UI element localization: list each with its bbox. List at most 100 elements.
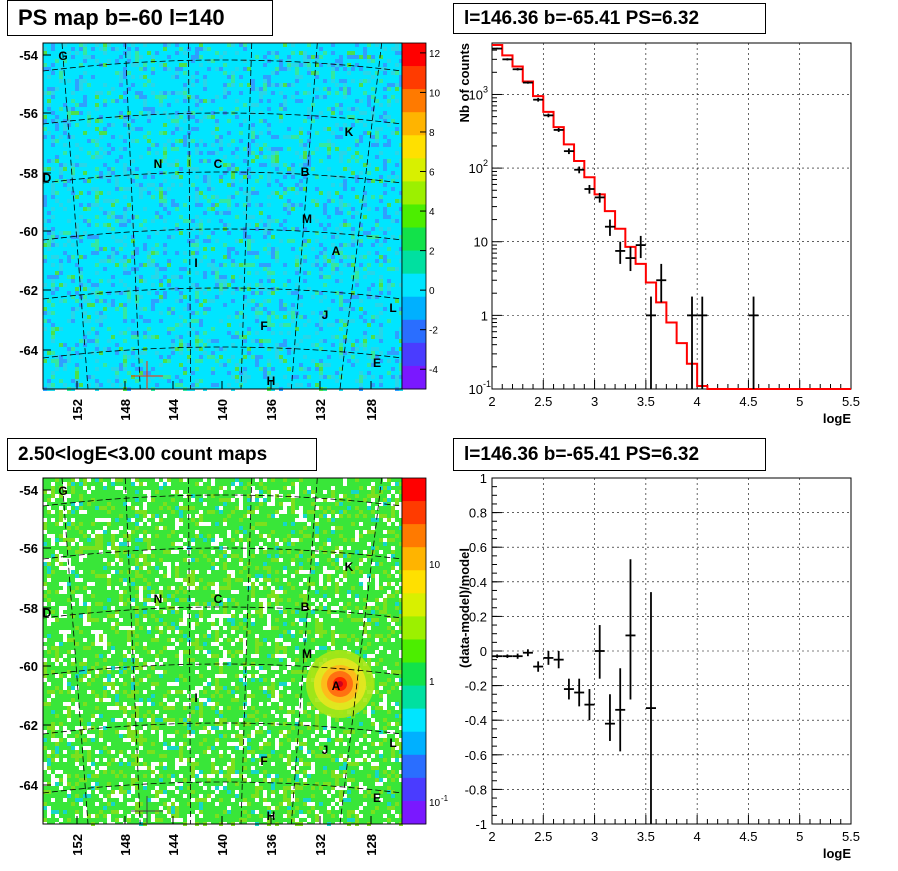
- map-pixel: [259, 211, 263, 215]
- map-pixel: [323, 570, 327, 574]
- map-pixel: [359, 315, 363, 319]
- map-pixel: [347, 339, 351, 343]
- map-pixel: [67, 538, 71, 542]
- map-pixel: [155, 670, 159, 674]
- map-pixel: [123, 359, 127, 363]
- map-pixel: [375, 223, 379, 227]
- map-pixel: [199, 303, 203, 307]
- map-pixel: [299, 570, 303, 574]
- map-pixel: [267, 291, 271, 295]
- map-pixel: [143, 678, 147, 682]
- map-pixel: [183, 762, 187, 766]
- map-pixel: [195, 263, 199, 267]
- map-pixel: [347, 159, 351, 163]
- map-pixel: [387, 558, 391, 562]
- map-pixel: [315, 550, 319, 554]
- map-pixel: [359, 99, 363, 103]
- map-pixel: [327, 155, 331, 159]
- map-pixel: [379, 379, 383, 383]
- map-pixel: [151, 762, 155, 766]
- map-pixel: [355, 143, 359, 147]
- map-pixel: [231, 355, 235, 359]
- map-pixel: [215, 359, 219, 363]
- map-pixel: [383, 538, 387, 542]
- map-pixel: [103, 682, 107, 686]
- map-pixel: [339, 327, 343, 331]
- map-pixel: [175, 518, 179, 522]
- map-pixel: [51, 323, 55, 327]
- map-pixel: [339, 127, 343, 131]
- map-pixel: [319, 646, 323, 650]
- map-pixel: [227, 223, 231, 227]
- map-pixel: [163, 159, 167, 163]
- map-pixel: [191, 730, 195, 734]
- map-pixel: [295, 183, 299, 187]
- map-pixel: [343, 482, 347, 486]
- map-pixel: [371, 718, 375, 722]
- map-pixel: [319, 371, 323, 375]
- map-pixel: [391, 722, 395, 726]
- map-pixel: [123, 291, 127, 295]
- map-pixel: [139, 263, 143, 267]
- map-pixel: [251, 291, 255, 295]
- map-pixel: [235, 363, 239, 367]
- map-pixel: [239, 650, 243, 654]
- map-pixel: [151, 562, 155, 566]
- map-pixel: [95, 139, 99, 143]
- map-pixel: [339, 534, 343, 538]
- map-pixel: [151, 774, 155, 778]
- map-pixel: [199, 63, 203, 67]
- map-pixel: [391, 530, 395, 534]
- map-pixel: [195, 247, 199, 251]
- map-pixel: [223, 255, 227, 259]
- map-pixel: [167, 43, 171, 47]
- map-pixel: [135, 490, 139, 494]
- latitude-line: [42, 171, 403, 184]
- map-pixel: [379, 263, 383, 267]
- map-pixel: [323, 738, 327, 742]
- map-pixel: [263, 638, 267, 642]
- map-pixel: [247, 778, 251, 782]
- map-pixel: [351, 355, 355, 359]
- map-pixel: [311, 734, 315, 738]
- map-pixel: [75, 291, 79, 295]
- map-pixel: [147, 251, 151, 255]
- map-pixel: [111, 538, 115, 542]
- map-pixel: [319, 311, 323, 315]
- map-pixel: [139, 658, 143, 662]
- map-pixel: [175, 522, 179, 526]
- map-pixel: [279, 646, 283, 650]
- map-pixel: [107, 227, 111, 231]
- map-pixel: [351, 634, 355, 638]
- map-pixel: [191, 558, 195, 562]
- map-pixel: [59, 259, 63, 263]
- map-pixel: [47, 311, 51, 315]
- map-pixel: [95, 95, 99, 99]
- map-pixel: [251, 191, 255, 195]
- map-pixel: [371, 710, 375, 714]
- map-pixel: [223, 634, 227, 638]
- map-pixel: [243, 738, 247, 742]
- map-pixel: [119, 478, 123, 482]
- map-pixel: [223, 782, 227, 786]
- map-pixel: [259, 99, 263, 103]
- map-pixel: [399, 742, 403, 746]
- map-pixel: [223, 155, 227, 159]
- map-pixel: [139, 223, 143, 227]
- map-pixel: [383, 239, 387, 243]
- map-pixel: [379, 502, 383, 506]
- map-pixel: [143, 319, 147, 323]
- map-pixel: [103, 175, 107, 179]
- map-pixel: [171, 307, 175, 311]
- map-pixel: [151, 726, 155, 730]
- map-pixel: [215, 383, 219, 387]
- map-pixel: [295, 494, 299, 498]
- map-pixel: [67, 526, 71, 530]
- map-pixel: [367, 71, 371, 75]
- map-pixel: [291, 187, 295, 191]
- map-pixel: [207, 47, 211, 51]
- map-pixel: [87, 235, 91, 239]
- map-pixel: [83, 55, 87, 59]
- map-pixel: [95, 670, 99, 674]
- map-pixel: [295, 227, 299, 231]
